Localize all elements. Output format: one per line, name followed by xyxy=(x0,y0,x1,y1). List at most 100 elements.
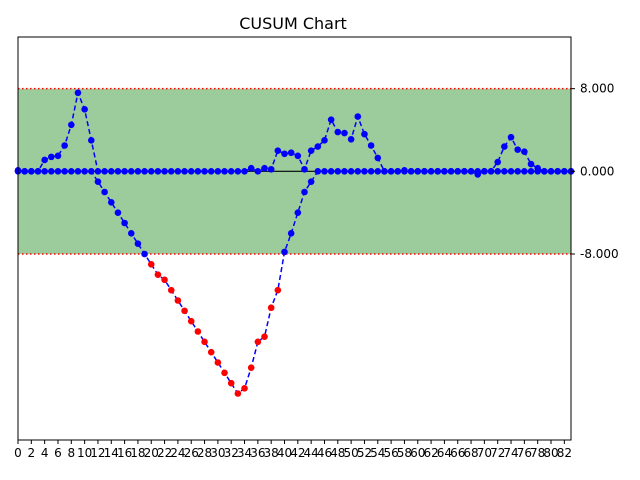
series-1-point-27 xyxy=(194,168,202,175)
series-2-point-38 xyxy=(267,304,275,312)
series-2-point-25 xyxy=(181,307,188,315)
series-2-point-22 xyxy=(161,276,168,284)
x-tick-label-78: 78 xyxy=(530,446,545,460)
x-tick-label-22: 22 xyxy=(157,446,172,460)
x-tick-label-12: 12 xyxy=(90,446,105,460)
y-tick-label-1: 0.000 xyxy=(580,164,614,178)
series-2-point-82 xyxy=(561,168,568,175)
series-2-point-28 xyxy=(201,338,208,346)
series-2-point-63 xyxy=(434,168,442,175)
series-1-point-40 xyxy=(281,150,288,158)
series-2-point-29 xyxy=(207,348,215,356)
series-2-point-53 xyxy=(367,168,375,175)
series-1-point-43 xyxy=(301,165,308,173)
series-2-point-9 xyxy=(74,168,82,175)
series-1-point-14 xyxy=(107,168,115,175)
x-tick-label-38: 38 xyxy=(264,446,279,460)
x-tick-label-32: 32 xyxy=(224,446,239,460)
series-2-point-73 xyxy=(501,168,508,175)
series-1-point-29 xyxy=(207,168,215,175)
series-2-point-1 xyxy=(21,168,28,175)
x-tick-label-24: 24 xyxy=(170,446,185,460)
series-2-point-75 xyxy=(514,168,521,175)
series-1-point-26 xyxy=(187,168,195,175)
series-1-point-37 xyxy=(261,164,268,172)
x-tick-label-2: 2 xyxy=(28,446,36,460)
series-2-point-80 xyxy=(547,168,555,175)
series-1-point-8 xyxy=(68,121,75,129)
series-2-point-27 xyxy=(194,328,202,335)
series-2-point-11 xyxy=(87,168,95,175)
series-1-point-23 xyxy=(167,168,175,175)
series-2-point-46 xyxy=(321,168,328,175)
series-2-point-30 xyxy=(214,359,222,366)
x-tick-label-68: 68 xyxy=(463,446,478,460)
series-2-point-67 xyxy=(461,168,468,175)
series-2-point-44 xyxy=(307,178,315,185)
series-1-point-25 xyxy=(181,168,188,175)
series-1-point-45 xyxy=(314,143,322,150)
series-1-point-13 xyxy=(101,168,108,175)
x-tick-label-74: 74 xyxy=(503,446,518,460)
x-tick-label-4: 4 xyxy=(41,446,49,460)
series-2-point-71 xyxy=(487,168,495,175)
x-tick-label-54: 54 xyxy=(370,446,385,460)
series-2-point-81 xyxy=(554,168,561,175)
series-1-point-38 xyxy=(267,165,275,173)
series-1-point-76 xyxy=(521,148,528,155)
series-1-point-52 xyxy=(361,130,368,138)
x-tick-label-42: 42 xyxy=(290,446,305,460)
series-2-point-48 xyxy=(334,168,342,175)
series-1-point-36 xyxy=(254,168,262,175)
series-2-point-57 xyxy=(394,168,402,175)
series-2-point-47 xyxy=(327,168,335,175)
x-tick-label-72: 72 xyxy=(490,446,505,460)
series-2-point-41 xyxy=(287,230,295,237)
series-2-point-52 xyxy=(361,168,368,175)
x-tick-label-28: 28 xyxy=(197,446,212,460)
series-2-point-72 xyxy=(494,168,502,175)
x-tick-label-36: 36 xyxy=(250,446,265,460)
x-tick-label-18: 18 xyxy=(130,446,145,460)
series-2-point-4 xyxy=(41,168,48,175)
series-2-point-2 xyxy=(28,168,35,175)
series-1-point-6 xyxy=(54,152,62,160)
series-2-point-13 xyxy=(101,188,108,196)
series-1-point-77 xyxy=(527,160,535,168)
series-2-point-19 xyxy=(141,250,148,258)
series-1-point-5 xyxy=(48,153,55,161)
series-1-point-22 xyxy=(161,168,168,175)
series-2-point-35 xyxy=(247,364,255,371)
series-1-point-48 xyxy=(334,128,342,136)
series-2-point-51 xyxy=(354,168,362,175)
series-1-point-31 xyxy=(221,168,228,175)
x-tick-label-10: 10 xyxy=(77,446,92,460)
series-2-point-59 xyxy=(407,168,415,175)
series-1-point-72 xyxy=(494,158,502,166)
series-2-point-45 xyxy=(314,168,322,175)
series-2-point-42 xyxy=(294,209,302,216)
series-1-point-4 xyxy=(41,156,48,164)
series-2-point-37 xyxy=(261,333,268,340)
x-tick-label-20: 20 xyxy=(144,446,159,460)
series-2-point-49 xyxy=(341,168,348,175)
x-tick-label-48: 48 xyxy=(330,446,345,460)
series-2-point-14 xyxy=(107,199,115,206)
series-2-point-68 xyxy=(467,168,475,175)
series-1-point-10 xyxy=(81,106,88,113)
x-tick-label-70: 70 xyxy=(477,446,492,460)
series-2-point-66 xyxy=(454,168,462,175)
series-1-point-20 xyxy=(147,168,155,175)
series-2-point-23 xyxy=(167,286,175,294)
y-tick-label-0: 8.000 xyxy=(580,82,614,96)
series-2-point-74 xyxy=(507,168,515,175)
series-1-point-12 xyxy=(94,168,102,175)
series-1-point-41 xyxy=(287,149,295,157)
x-tick-label-56: 56 xyxy=(383,446,398,460)
series-2-point-78 xyxy=(534,168,541,175)
x-tick-label-80: 80 xyxy=(543,446,558,460)
series-1-point-39 xyxy=(274,147,282,154)
series-2-point-39 xyxy=(274,286,282,294)
series-1-point-11 xyxy=(87,137,95,144)
